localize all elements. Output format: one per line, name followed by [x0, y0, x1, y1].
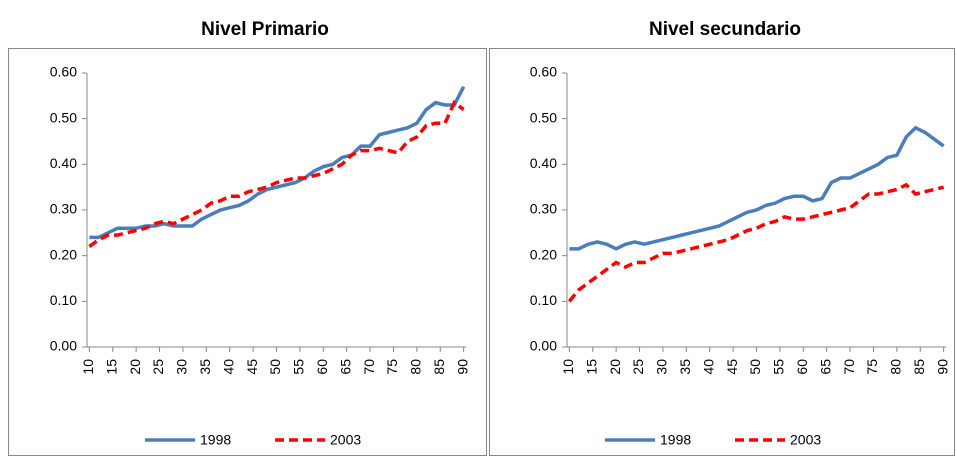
x-tick-label: 10 [80, 359, 96, 375]
x-tick-label: 85 [431, 359, 447, 375]
x-tick-label: 45 [244, 359, 260, 375]
x-tick-label: 80 [408, 359, 424, 375]
x-tick-label: 70 [841, 359, 857, 375]
chart-title: Nivel secundario [649, 19, 801, 40]
chart-frame [489, 48, 955, 456]
x-tick-label: 85 [911, 359, 927, 375]
x-tick-label: 80 [888, 359, 904, 375]
x-tick-label: 15 [103, 359, 119, 375]
y-tick-label: 0.20 [530, 246, 557, 262]
y-tick-label: 0.30 [50, 201, 77, 217]
y-tick-label: 0.20 [50, 246, 77, 262]
chart-title: Nivel Primario [201, 19, 329, 40]
x-tick-label: 40 [700, 359, 716, 375]
x-tick-label: 65 [337, 359, 353, 375]
legend-label: 2003 [790, 432, 821, 448]
x-tick-label: 10 [560, 359, 576, 375]
x-tick-label: 90 [934, 359, 950, 375]
legend-label: 1998 [660, 432, 691, 448]
x-tick-label: 75 [864, 359, 880, 375]
x-tick-label: 35 [197, 359, 213, 375]
x-tick-label: 55 [291, 359, 307, 375]
x-tick-label: 60 [794, 359, 810, 375]
x-tick-label: 50 [747, 359, 763, 375]
x-tick-label: 55 [771, 359, 787, 375]
chart-frame [8, 48, 487, 456]
data-line [567, 182, 945, 303]
x-tick-label: 60 [314, 359, 330, 375]
x-tick-label: 15 [583, 359, 599, 375]
x-tick-label: 65 [817, 359, 833, 375]
x-tick-label: 70 [361, 359, 377, 375]
data-line [88, 100, 465, 248]
x-tick-label: 50 [267, 359, 283, 375]
y-tick-label: 0.60 [50, 64, 77, 80]
x-tick-label: 40 [220, 359, 236, 375]
x-tick-label: 25 [630, 359, 646, 375]
x-tick-label: 90 [454, 359, 470, 375]
y-tick-label: 0.00 [530, 338, 557, 354]
y-tick-label: 0.60 [530, 64, 557, 80]
x-tick-label: 35 [677, 359, 693, 375]
x-tick-label: 30 [174, 359, 190, 375]
y-tick-label: 0.30 [530, 201, 557, 217]
x-tick-label: 45 [724, 359, 740, 375]
y-tick-label: 0.00 [50, 338, 77, 354]
y-tick-label: 0.40 [50, 155, 77, 171]
y-tick-label: 0.50 [530, 109, 557, 125]
y-tick-label: 0.10 [50, 292, 77, 308]
x-tick-label: 75 [384, 359, 400, 375]
x-tick-label: 25 [150, 359, 166, 375]
legend-label: 1998 [200, 432, 231, 448]
y-tick-label: 0.10 [530, 292, 557, 308]
legend-label: 2003 [330, 432, 361, 448]
data-line [569, 125, 945, 251]
y-tick-label: 0.50 [50, 109, 77, 125]
data-line [89, 85, 466, 240]
y-tick-label: 0.40 [530, 155, 557, 171]
x-tick-label: 20 [607, 359, 623, 375]
x-tick-label: 30 [654, 359, 670, 375]
x-tick-label: 20 [127, 359, 143, 375]
